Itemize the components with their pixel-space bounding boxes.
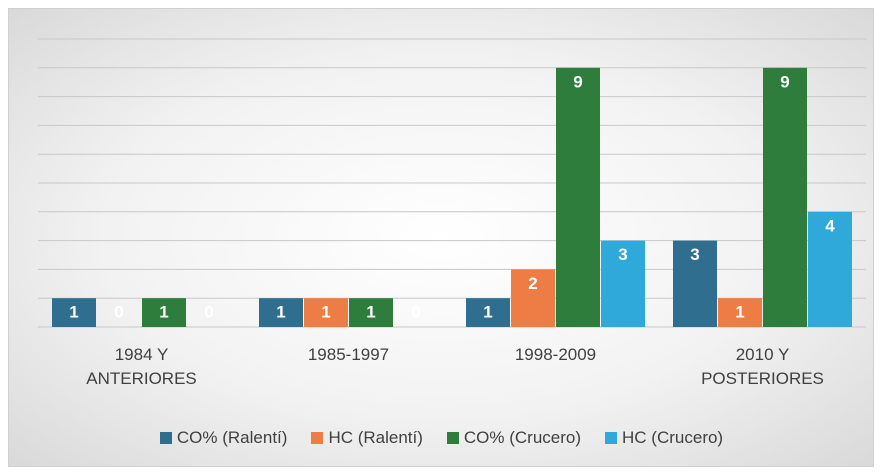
bar: [556, 67, 600, 328]
x-tick-label: 1984 Y ANTERIORES: [86, 345, 197, 388]
legend-swatch: [446, 432, 459, 444]
data-label: 1: [276, 302, 285, 321]
legend-item: CO% (Ralentí): [159, 428, 288, 448]
data-label: 4: [825, 216, 835, 235]
data-label: 2: [528, 274, 537, 293]
data-label: 1: [735, 302, 744, 321]
bar: [808, 211, 852, 327]
legend-item: HC (Crucero): [605, 428, 723, 448]
bar: [304, 298, 348, 327]
x-tick-label: 1985-1997: [307, 345, 390, 364]
data-label: 1: [483, 302, 492, 321]
data-label: 0: [204, 302, 213, 321]
bar: [466, 298, 510, 327]
legend-swatch: [605, 432, 618, 444]
legend-label: HC (Ralentí): [328, 428, 423, 447]
bar: [763, 67, 807, 328]
legend-label: CO% (Ralentí): [176, 428, 288, 447]
legend-label: HC (Crucero): [622, 428, 724, 447]
x-tick-label: 2010 Y POSTERIORES: [701, 345, 824, 388]
data-label: 1: [366, 302, 375, 321]
data-label: 1: [159, 302, 168, 321]
legend-item: HC (Ralentí): [311, 428, 423, 448]
x-tick-label: 1998-2009: [514, 345, 597, 364]
bar: [52, 298, 96, 327]
data-label: 9: [573, 72, 582, 91]
legend: CO% (Ralentí) HC (Ralentí) CO% (Crucero) HC…: [0, 428, 883, 448]
bar: [601, 240, 645, 327]
bar: [511, 269, 555, 327]
data-label: 9: [780, 72, 789, 91]
legend-swatch: [311, 432, 324, 444]
bar: [349, 298, 393, 327]
bar: [259, 298, 303, 327]
data-label: 1: [69, 302, 78, 321]
data-label: 0: [114, 302, 123, 321]
bar: [718, 298, 762, 327]
data-label: 0: [411, 302, 420, 321]
legend-label: CO% (Crucero): [463, 428, 582, 447]
legend-swatch: [159, 432, 172, 444]
chart-area: [8, 8, 874, 467]
bar: [673, 240, 717, 327]
data-label: 3: [618, 245, 627, 264]
data-label: 1: [321, 302, 330, 321]
data-label: 3: [690, 245, 699, 264]
legend-item: CO% (Crucero): [446, 428, 582, 448]
bar: [142, 298, 186, 327]
